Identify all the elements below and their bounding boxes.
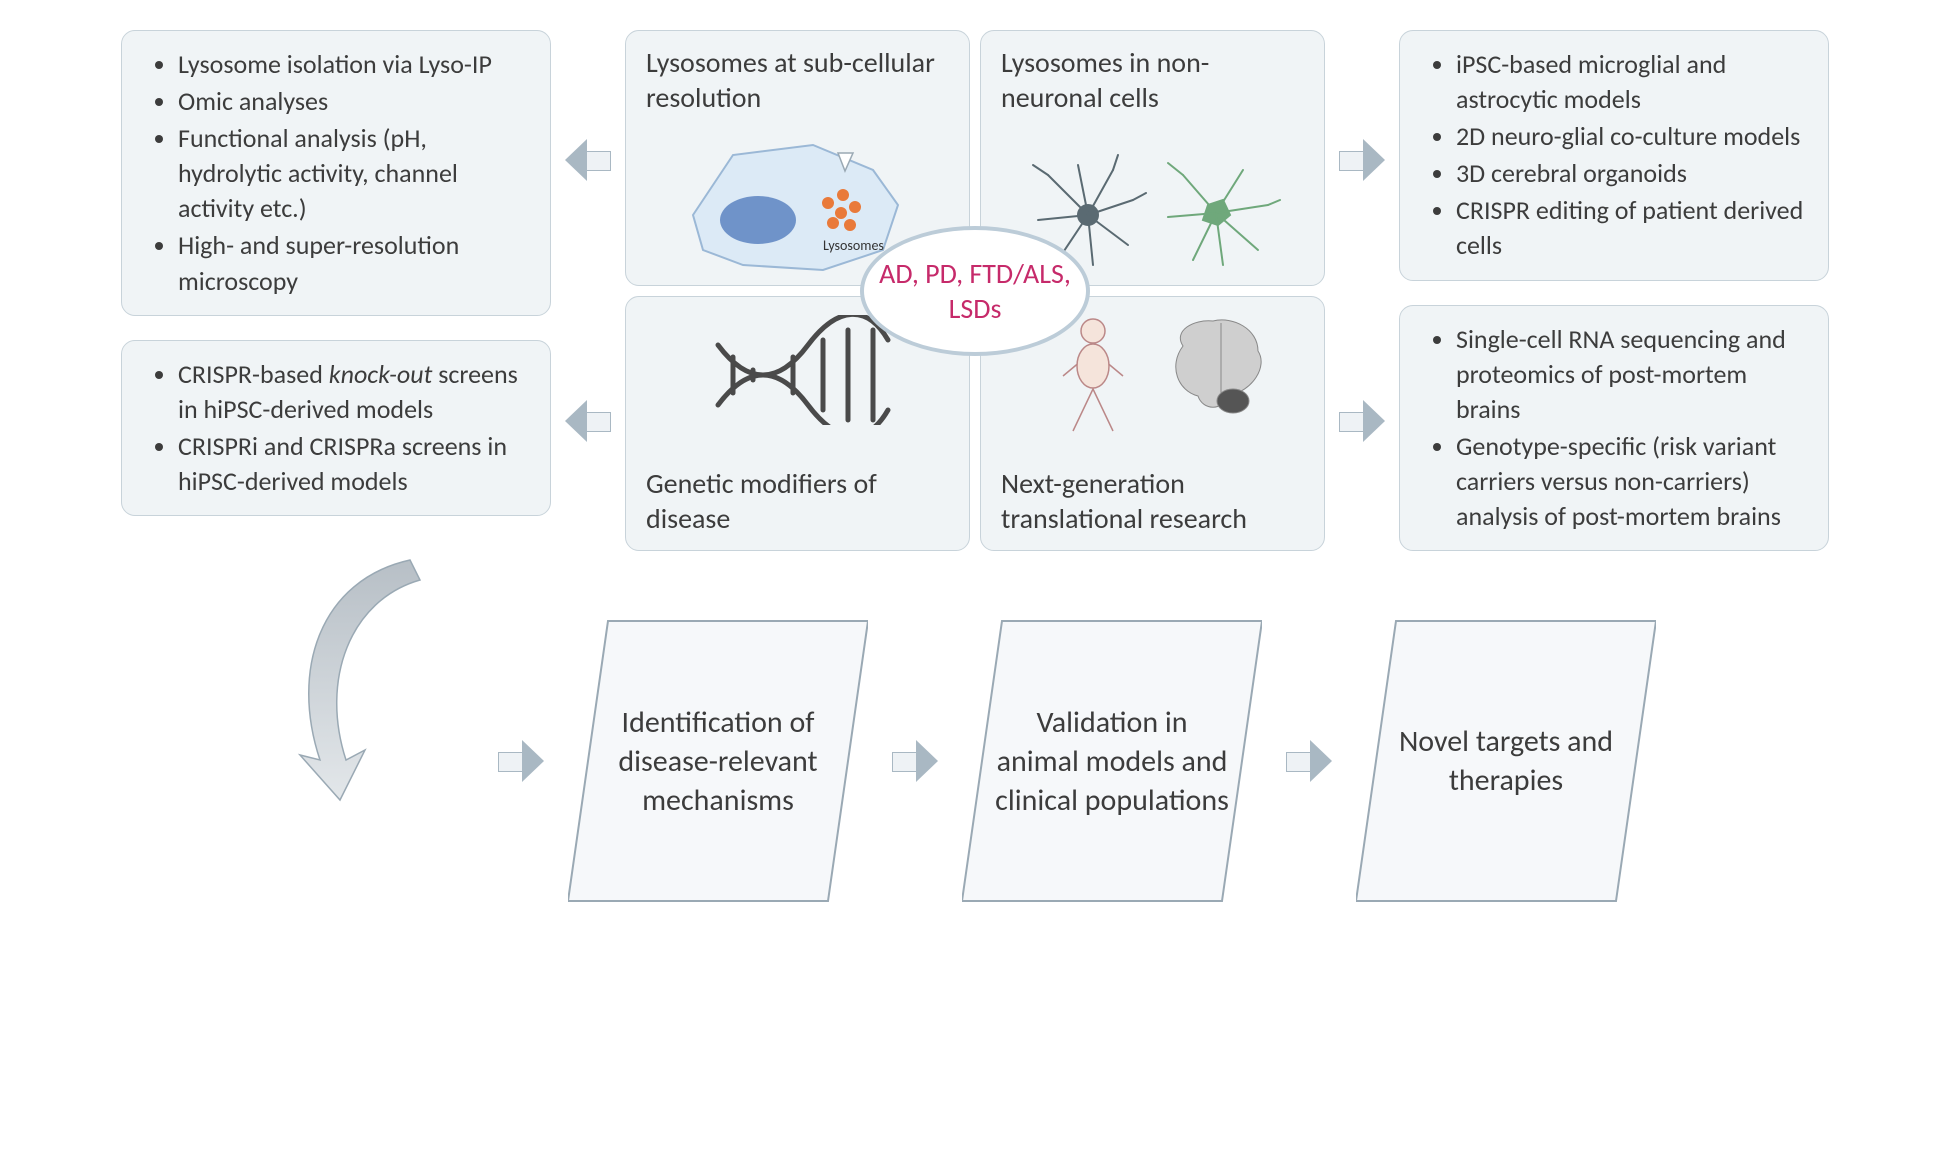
arrow-left-icon xyxy=(565,139,611,181)
list-item: Single-cell RNA sequencing and proteomic… xyxy=(1456,322,1808,427)
list-item: CRISPR editing of patient derived cells xyxy=(1456,193,1808,263)
arrows-left-column xyxy=(563,30,613,551)
top-row: Lysosome isolation via Lyso-IP Omic anal… xyxy=(30,30,1920,551)
left-box-2: CRISPR-based knock-out screens in hiPSC-… xyxy=(121,340,551,516)
flow-step-2: Validation in animal models and clinical… xyxy=(962,611,1262,911)
right-box-1: iPSC-based microglial and astrocytic mod… xyxy=(1399,30,1829,281)
right-box-2: Single-cell RNA sequencing and proteomic… xyxy=(1399,305,1829,552)
list-item: CRISPRi and CRISPRa screens in hiPSC-der… xyxy=(178,429,530,499)
center-disease-oval: AD, PD, FTD/ALS, LSDs xyxy=(860,226,1090,356)
list-item: 2D neuro-glial co-culture models xyxy=(1456,119,1808,154)
flow-step-1: Identification of disease-relevant mecha… xyxy=(568,611,868,911)
flow-step-2-label: Validation in animal models and clinical… xyxy=(992,703,1232,820)
list-item: Functional analysis (pH, hydrolytic acti… xyxy=(178,121,530,226)
left-box-2-list: CRISPR-based knock-out screens in hiPSC-… xyxy=(150,357,530,499)
quadrant-tl-title: Lysosomes at sub-cellular resolution xyxy=(646,45,949,115)
flow-step-3-label: Novel targets and therapies xyxy=(1386,722,1626,800)
flow-step-1-label: Identification of disease-relevant mecha… xyxy=(598,703,838,820)
list-item: High- and super-resolution microscopy xyxy=(178,228,530,298)
flow-step-3: Novel targets and therapies xyxy=(1356,611,1656,911)
right-side-column: iPSC-based microglial and astrocytic mod… xyxy=(1399,30,1829,551)
left-box-1-list: Lysosome isolation via Lyso-IP Omic anal… xyxy=(150,47,530,299)
right-box-2-list: Single-cell RNA sequencing and proteomic… xyxy=(1428,322,1808,535)
arrow-left-icon xyxy=(565,400,611,442)
dna-helix-icon xyxy=(698,315,898,425)
left-box-1: Lysosome isolation via Lyso-IP Omic anal… xyxy=(121,30,551,316)
curved-down-arrow-icon xyxy=(260,550,460,810)
arrow-right-icon xyxy=(1339,400,1385,442)
right-box-1-list: iPSC-based microglial and astrocytic mod… xyxy=(1428,47,1808,264)
arrow-right-icon xyxy=(498,740,544,782)
list-item: CRISPR-based knock-out screens in hiPSC-… xyxy=(178,357,530,427)
center-quadrant-grid: Lysosomes at sub-cellular resolution Lys… xyxy=(625,30,1325,551)
arrow-right-icon xyxy=(892,740,938,782)
quadrant-br-title: Next-generation translational research xyxy=(1001,466,1304,536)
quadrant-bl-title: Genetic modifiers of disease xyxy=(646,466,949,536)
arrow-right-icon xyxy=(1339,139,1385,181)
list-item: iPSC-based microglial and astrocytic mod… xyxy=(1456,47,1808,117)
list-item: Genotype-specific (risk variant carriers… xyxy=(1456,429,1808,534)
lysosome-label: Lysosomes xyxy=(823,237,884,254)
list-item: Lysosome isolation via Lyso-IP xyxy=(178,47,530,82)
quadrant-tr-title: Lysosomes in non-neuronal cells xyxy=(1001,45,1304,115)
left-side-column: Lysosome isolation via Lyso-IP Omic anal… xyxy=(121,30,551,551)
arrow-right-icon xyxy=(1286,740,1332,782)
list-item: Omic analyses xyxy=(178,84,530,119)
arrows-right-column xyxy=(1337,30,1387,551)
list-item: 3D cerebral organoids xyxy=(1456,156,1808,191)
